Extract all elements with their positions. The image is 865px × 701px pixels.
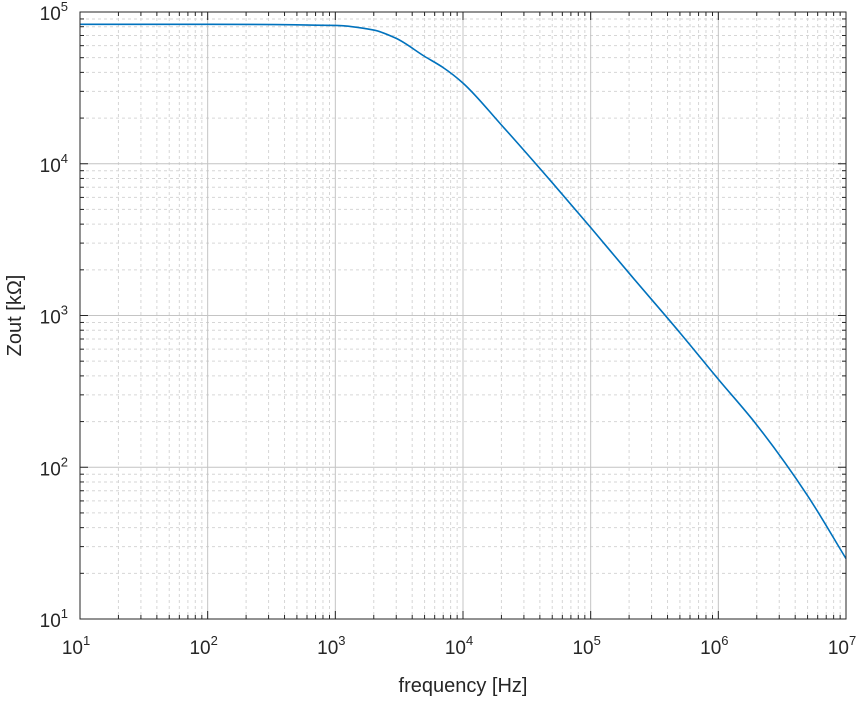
x-tick-labels: 101 102 103 104 105 106 107 (62, 633, 856, 659)
x-tick-label: 106 (700, 633, 728, 659)
x-tick-label: 105 (572, 633, 600, 659)
x-tick-label: 102 (189, 633, 217, 659)
y-axis-label: Zout [kΩ] (4, 275, 26, 357)
x-tick-label: 107 (828, 633, 856, 659)
x-tick-label: 101 (62, 633, 90, 659)
x-tick-label: 103 (317, 633, 345, 659)
y-tick-label: 103 (40, 303, 68, 329)
y-tick-labels: 101 102 103 104 105 (40, 0, 68, 632)
tick-marks (79, 11, 847, 620)
y-tick-label: 105 (40, 0, 68, 25)
y-tick-label: 101 (40, 606, 68, 632)
series-layer (79, 23, 847, 560)
series-line-0 (79, 23, 847, 560)
major-grid (80, 12, 846, 619)
y-tick-label: 102 (40, 454, 68, 480)
y-tick-label: 104 (40, 151, 68, 177)
x-axis-label: frequency [Hz] (399, 675, 528, 697)
x-tick-label: 104 (445, 633, 473, 659)
